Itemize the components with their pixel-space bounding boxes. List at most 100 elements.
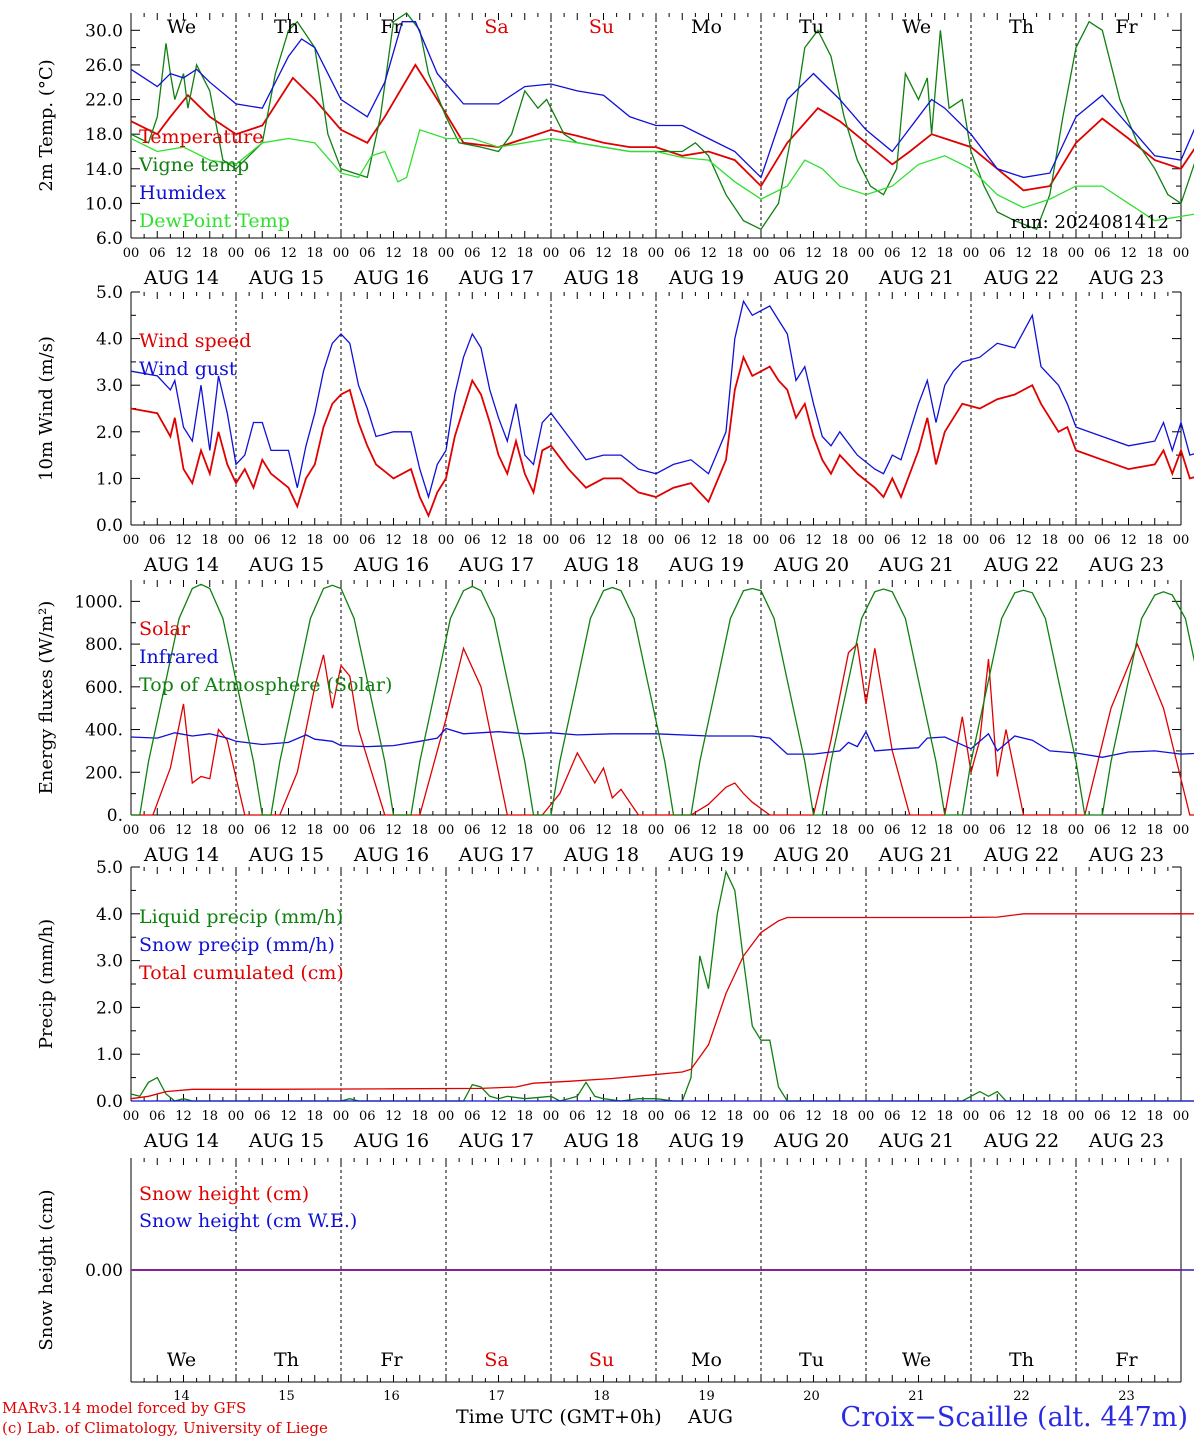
hour-tick-label: 12 <box>490 246 507 261</box>
series-line-3 <box>130 21 1194 179</box>
hour-tick-label: 18 <box>411 246 428 261</box>
hour-tick-label: 18 <box>516 533 533 548</box>
hour-tick-label: 00 <box>543 823 560 838</box>
date-label: AUG 14 <box>143 554 219 576</box>
y-tick-label: 1000. <box>74 592 123 612</box>
hour-tick-label: 18 <box>621 533 638 548</box>
hour-tick-label: 18 <box>831 533 848 548</box>
date-label: AUG 17 <box>458 844 534 866</box>
hour-tick-label: 12 <box>910 1109 927 1124</box>
hour-tick-label: 06 <box>989 1109 1006 1124</box>
legend-entry: Liquid precip (mm/h) <box>139 906 343 928</box>
day-abbr: Sa <box>484 16 508 38</box>
day-number: 18 <box>593 1389 610 1400</box>
hour-tick-label: 06 <box>674 1109 691 1124</box>
hour-tick-label: 00 <box>438 823 455 838</box>
model-credit-line2: (c) Lab. of Climatology, University of L… <box>2 1419 328 1437</box>
hour-tick-label: 06 <box>779 533 796 548</box>
date-label: AUG 15 <box>248 267 324 289</box>
y-axis-label: Precip (mm/h) <box>36 919 57 1049</box>
hour-tick-label: 18 <box>1041 823 1058 838</box>
date-label: AUG 22 <box>983 554 1059 576</box>
y-tick-label: 2.0 <box>96 423 123 443</box>
legend-entry: Temperature <box>139 126 263 148</box>
hour-tick-label: 18 <box>1041 533 1058 548</box>
date-label: AUG 15 <box>248 844 324 866</box>
hour-tick-label: 00 <box>1173 533 1190 548</box>
date-label: AUG 17 <box>458 1130 534 1152</box>
hour-tick-label: 06 <box>884 823 901 838</box>
date-label: AUG 22 <box>983 844 1059 866</box>
hour-tick-label: 18 <box>306 246 323 261</box>
hour-tick-label: 12 <box>280 533 297 548</box>
date-label: AUG 22 <box>983 1130 1059 1152</box>
hour-tick-label: 18 <box>411 533 428 548</box>
hour-tick-label: 06 <box>359 533 376 548</box>
hour-tick-label: 00 <box>858 1109 875 1124</box>
hour-tick-label: 18 <box>1146 1109 1163 1124</box>
hour-tick-label: 06 <box>674 823 691 838</box>
y-tick-label: 14.0 <box>85 160 123 180</box>
hour-tick-label: 06 <box>1094 246 1111 261</box>
day-abbr-bottom: Su <box>589 1349 614 1371</box>
hour-tick-label: 12 <box>385 533 402 548</box>
day-number: 20 <box>803 1389 820 1400</box>
hour-tick-label: 00 <box>858 823 875 838</box>
hour-tick-label: 12 <box>1015 823 1032 838</box>
hour-tick-label: 18 <box>201 1109 218 1124</box>
legend-entry: Wind speed <box>139 330 251 352</box>
chart-panel-1: 6.0 10.0 14.0 18.0 22.0 26.0 30.0 2m Temp. (°C)… <box>36 12 1194 289</box>
hour-tick-label: 06 <box>989 246 1006 261</box>
day-abbr: Th <box>1009 16 1034 38</box>
legend-entry: Infrared <box>139 646 219 668</box>
hour-tick-label: 00 <box>1173 246 1190 261</box>
hour-tick-label: 06 <box>1094 1109 1111 1124</box>
day-abbr-bottom: We <box>902 1349 931 1371</box>
hour-tick-label: 00 <box>858 246 875 261</box>
hour-tick-label: 06 <box>464 246 481 261</box>
date-label: AUG 20 <box>773 554 849 576</box>
date-label: AUG 23 <box>1088 844 1164 866</box>
hour-tick-label: 18 <box>1041 246 1058 261</box>
y-tick-label: 2.0 <box>96 998 123 1018</box>
date-label: AUG 19 <box>668 844 744 866</box>
hour-tick-label: 18 <box>516 246 533 261</box>
hour-tick-label: 06 <box>359 1109 376 1124</box>
hour-tick-label: 18 <box>831 1109 848 1124</box>
day-abbr: Mo <box>691 16 722 38</box>
hour-tick-label: 00 <box>753 1109 770 1124</box>
hour-tick-label: 06 <box>884 533 901 548</box>
meteogram-svg: 6.0 10.0 14.0 18.0 22.0 26.0 30.0 2m Temp. (°C)… <box>36 12 1194 1400</box>
hour-tick-label: 00 <box>438 533 455 548</box>
hour-tick-label: 00 <box>333 823 350 838</box>
hour-tick-label: 06 <box>254 246 271 261</box>
hour-tick-label: 00 <box>543 533 560 548</box>
day-abbr-bottom: Fr <box>380 1349 403 1371</box>
hour-tick-label: 00 <box>438 1109 455 1124</box>
hour-tick-label: 06 <box>569 533 586 548</box>
day-abbr: Su <box>589 16 614 38</box>
hour-tick-label: 12 <box>805 246 822 261</box>
hour-tick-label: 00 <box>228 246 245 261</box>
station-label: Croix−Scaille (alt. 447m) <box>840 1402 1188 1433</box>
hour-tick-label: 00 <box>858 533 875 548</box>
date-label: AUG 21 <box>878 267 954 289</box>
chart-panel-4: 0.0 1.0 2.0 3.0 4.0 5.0 Precip (mm/h) Liquid pr… <box>36 858 1194 1152</box>
y-axis-label: Snow height (cm) <box>36 1189 57 1350</box>
hour-tick-label: 00 <box>1173 1109 1190 1124</box>
day-abbr: Fr <box>380 16 403 38</box>
date-label: AUG 19 <box>668 554 744 576</box>
y-tick-label: 10.0 <box>85 194 123 214</box>
hour-tick-label: 18 <box>1041 1109 1058 1124</box>
hour-tick-label: 18 <box>726 246 743 261</box>
hour-tick-label: 12 <box>700 533 717 548</box>
hour-tick-label: 00 <box>648 1109 665 1124</box>
hour-tick-label: 00 <box>1068 246 1085 261</box>
y-axis-label: 10m Wind (m/s) <box>36 336 57 481</box>
model-credit-line1: MARv3.14 model forced by GFS <box>2 1399 247 1417</box>
hour-tick-label: 18 <box>516 823 533 838</box>
hour-tick-label: 18 <box>306 533 323 548</box>
month-label: AUG <box>688 1406 733 1428</box>
series-line-3 <box>131 583 1194 816</box>
hour-tick-label: 18 <box>201 823 218 838</box>
